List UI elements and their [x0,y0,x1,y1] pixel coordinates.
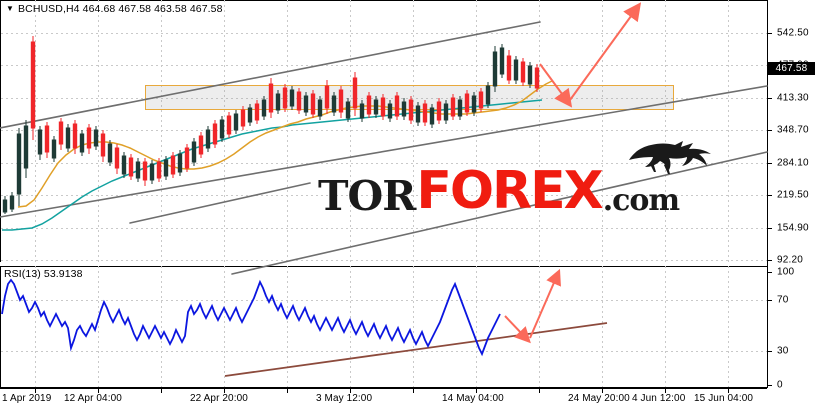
horizontal-gridline [1,260,767,261]
forecast-arrow-up [569,2,642,101]
rsi-top-border [0,266,767,267]
vertical-gridline [476,0,477,262]
vertical-gridline [224,0,225,262]
price-axis-label: 348.70 [777,124,809,136]
ma-fast-line [17,80,553,208]
pane-left-border [0,0,1,262]
candlestick-series[interactable] [0,0,767,262]
time-axis[interactable]: 1 Apr 2019 12 Apr 04:00 22 Apr 20:00 3 M… [0,388,815,419]
inner-trendline-b [231,151,768,275]
time-axis-label: 4 Jun 12:00 [632,393,686,404]
channel-lower-line [0,85,768,218]
horizontal-gridline [1,163,767,164]
price-axis[interactable]: 542.50 477.90 413.30 348.70 284.10 219.5… [767,0,815,391]
vertical-gridline [602,0,603,262]
rsi-header: RSI(13) 53.9138 [4,268,83,280]
price-axis-label: 413.30 [777,92,809,104]
rsi-indicator-pane[interactable]: RSI(13) 53.9138 [0,266,767,388]
vertical-gridline [350,0,351,262]
time-axis-line [0,388,767,389]
vertical-gridline [539,266,540,387]
chart-header-text: BCHUSD,H4 464.68 467.58 463.58 467.58 [18,3,223,15]
horizontal-gridline [1,228,767,229]
time-axis-label: 15 Jun 04:00 [694,393,754,404]
rsi-axis-label: 30 [777,345,789,357]
time-axis-label: 12 Apr 04:00 [64,393,122,404]
vertical-gridline [98,0,99,262]
vertical-gridline [161,0,162,262]
axis-vertical-line [767,0,768,388]
vertical-gridline [35,0,36,262]
rsi-forecast-arrow-up [529,268,561,339]
vertical-gridline [350,266,351,387]
horizontal-gridline [1,130,767,131]
caret-down-icon[interactable]: ▼ [6,4,15,13]
rsi-bottom-border [0,387,767,388]
vertical-gridline [287,0,288,262]
forecast-arrows-price [539,2,642,108]
time-axis-label: 3 May 12:00 [316,393,373,404]
vertical-gridline [539,0,540,262]
price-axis-label: 284.10 [777,157,809,169]
time-axis-label: 22 Apr 20:00 [190,393,248,404]
rsi-left-border [0,266,1,388]
channel-upper-line [0,21,541,129]
rsi-support-trendline [224,322,608,377]
horizontal-gridline [1,195,767,196]
vertical-gridline [602,266,603,387]
price-axis-label: 542.50 [777,27,809,39]
trendlines-layer [0,21,768,275]
candles [2,36,540,214]
rsi-axis-label: 100 [777,266,795,278]
rsi-level-70-line [1,300,767,301]
vertical-gridline [476,266,477,387]
forecast-arrow-down [539,63,573,108]
rsi-line-series[interactable] [0,266,767,388]
vertical-gridline [98,266,99,387]
vertical-gridline [161,266,162,387]
rsi-axis-label: 0 [777,379,783,391]
vertical-gridline [287,266,288,387]
inner-trendline-a [129,182,311,224]
time-axis-label: 14 May 04:00 [442,393,504,404]
horizontal-gridline [1,33,767,34]
forecast-arrows-rsi [504,268,561,344]
vertical-gridline [224,266,225,387]
current-price-tag: 467.58 [768,62,815,75]
chart-header: ▼ BCHUSD,H4 464.68 467.58 463.58 467.58 [6,3,223,15]
price-axis-label: 154.90 [777,222,809,234]
vertical-gridline [413,266,414,387]
price-axis-label: 219.50 [777,189,809,201]
rsi-trendline-layer [224,322,608,377]
vertical-gridline [728,0,729,262]
vertical-gridline [665,0,666,262]
price-axis-label: 92.20 [777,254,804,266]
horizontal-gridline [1,65,767,66]
rsi-forecast-arrow-down [504,315,531,344]
pane-top-border [0,0,767,1]
time-axis-label: 1 Apr 2019 [2,393,52,404]
vertical-gridline [665,266,666,387]
rsi-axis-label: 70 [777,294,789,306]
vertical-gridline [35,266,36,387]
vertical-gridline [728,266,729,387]
time-axis-label: 24 May 20:00 [568,393,630,404]
price-chart-pane[interactable]: TOR FOREX .com ▼ BCHUSD,H4 464.68 467.58 … [0,0,768,275]
vertical-gridline [413,0,414,262]
rsi-level-30-line [1,351,767,352]
